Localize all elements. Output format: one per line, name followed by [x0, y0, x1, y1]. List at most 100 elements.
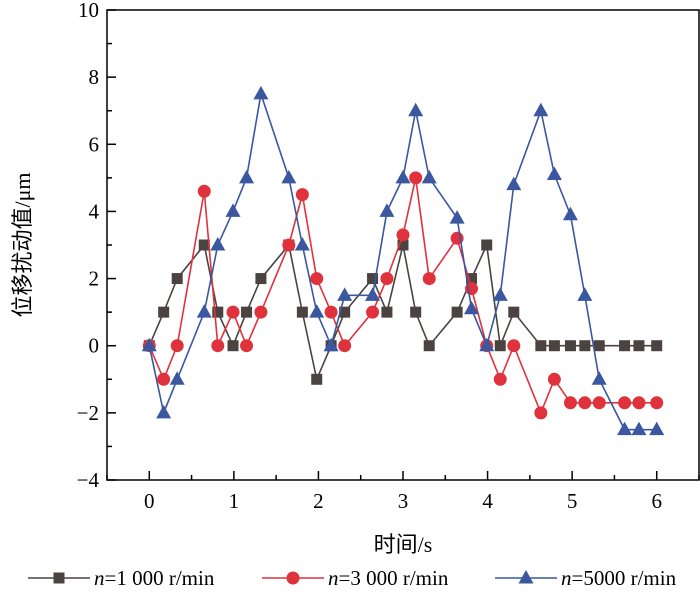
data-point	[211, 339, 225, 353]
data-point	[564, 340, 576, 352]
y-tick-label: 4	[89, 199, 100, 223]
data-point	[379, 203, 395, 217]
legend-label: n=5000 r/min	[561, 566, 677, 590]
y-tick-label: 2	[89, 267, 100, 291]
data-point	[380, 272, 394, 286]
data-point	[481, 239, 493, 251]
y-tick-label: 10	[78, 0, 99, 22]
data-point	[323, 337, 339, 352]
data-point	[225, 203, 241, 217]
data-point	[295, 188, 309, 202]
data-point	[651, 340, 663, 352]
y-tick-label: −2	[77, 401, 99, 425]
data-point	[591, 371, 607, 385]
data-point	[449, 210, 465, 224]
data-point	[494, 340, 506, 352]
data-point	[337, 287, 353, 301]
data-point	[493, 372, 507, 386]
data-point	[381, 306, 393, 318]
data-point	[546, 166, 562, 180]
data-point	[309, 304, 325, 318]
y-tick-label: 6	[89, 132, 100, 156]
data-point	[198, 239, 210, 251]
data-point	[619, 340, 631, 352]
data-point	[508, 306, 520, 318]
data-point	[282, 238, 296, 252]
legend-item-3: n=5000 r/min	[495, 566, 677, 590]
x-tick-label: 2	[313, 489, 324, 513]
data-point	[157, 372, 171, 386]
data-point	[366, 305, 380, 319]
legend-item-2: n=3 000 r/min	[262, 566, 449, 590]
data-point	[547, 372, 561, 386]
legend: n=1 000 r/min n=3 000 r/min n=5000 r/min	[28, 566, 677, 590]
data-point	[294, 237, 310, 251]
data-point	[593, 340, 605, 352]
data-point	[197, 184, 211, 198]
y-tick-label: 0	[89, 334, 100, 358]
data-point	[492, 287, 508, 301]
y-tick-label: 8	[89, 65, 100, 89]
data-point	[633, 340, 645, 352]
series-1	[143, 239, 663, 385]
legend-label: n=1 000 r/min	[94, 566, 215, 590]
data-point	[171, 273, 183, 285]
data-point	[408, 102, 424, 117]
data-point	[535, 340, 547, 352]
data-point	[592, 396, 606, 410]
data-point	[396, 228, 410, 242]
series-2	[142, 171, 664, 420]
data-point	[397, 239, 409, 251]
data-point	[296, 306, 308, 318]
data-point	[548, 340, 560, 352]
data-point	[281, 169, 297, 184]
legend-item-1: n=1 000 r/min	[28, 566, 215, 590]
data-point	[196, 304, 212, 318]
x-axis-label: 时间/s	[374, 532, 433, 557]
data-point	[618, 396, 632, 410]
data-point	[617, 421, 633, 436]
data-point	[365, 287, 381, 301]
data-point	[451, 306, 463, 318]
y-tick-label: −4	[77, 468, 100, 492]
data-point	[422, 272, 436, 286]
legend-marker	[518, 570, 534, 584]
data-point	[563, 396, 577, 410]
data-point	[631, 421, 647, 436]
data-point	[410, 306, 422, 318]
data-point	[311, 373, 323, 385]
data-point	[395, 169, 411, 184]
series-3	[141, 85, 665, 436]
x-tick-label: 6	[651, 489, 662, 513]
data-point	[156, 404, 172, 419]
data-point	[338, 339, 352, 353]
data-point	[226, 305, 240, 319]
data-point	[212, 306, 224, 318]
data-point	[169, 371, 185, 385]
data-point	[241, 306, 253, 318]
data-point	[227, 340, 239, 352]
data-point	[239, 169, 255, 184]
data-point	[141, 337, 157, 352]
data-point	[423, 340, 435, 352]
data-point	[255, 273, 267, 285]
data-point	[578, 396, 592, 410]
data-point	[254, 305, 268, 319]
data-point	[324, 305, 338, 319]
data-point	[650, 396, 664, 410]
series-line	[148, 242, 657, 382]
series-line	[148, 93, 657, 431]
x-tick-label: 3	[398, 489, 409, 513]
data-point	[421, 169, 437, 184]
x-tick-label: 4	[482, 489, 493, 513]
data-point	[240, 339, 254, 353]
data-point	[253, 85, 269, 100]
data-point	[579, 340, 591, 352]
data-point	[649, 421, 665, 436]
data-point	[158, 306, 170, 318]
data-point	[632, 396, 646, 410]
data-point	[170, 339, 184, 353]
legend-label: n=3 000 r/min	[328, 566, 449, 590]
y-axis-label: 位移扰动值/μm	[10, 172, 35, 317]
